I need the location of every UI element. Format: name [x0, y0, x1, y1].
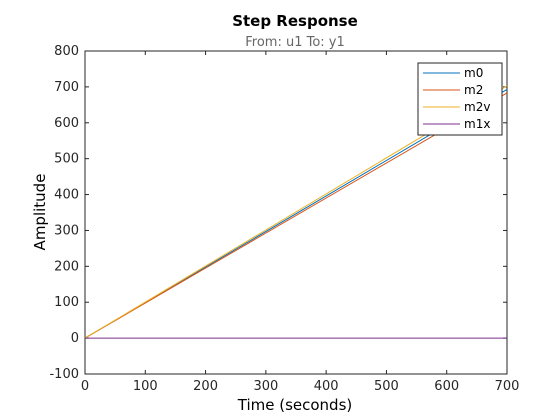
y-tick-label: 0: [71, 331, 79, 346]
x-tick-label: 700: [495, 379, 520, 394]
y-tick-label: 800: [54, 44, 79, 59]
legend-label-m0: m0: [464, 66, 483, 80]
legend-label-m2: m2: [464, 83, 483, 97]
y-tick-label: -100: [49, 367, 79, 382]
y-tick-label: 400: [54, 188, 79, 203]
y-axis-label: Amplitude: [31, 174, 49, 251]
y-tick-label: 500: [54, 152, 79, 167]
y-tick-label: 100: [54, 295, 79, 310]
x-tick-label: 100: [133, 379, 158, 394]
y-tick-label: 600: [54, 116, 79, 131]
x-tick-label: 0: [81, 379, 89, 394]
x-tick-label: 300: [253, 379, 278, 394]
x-tick-label: 500: [374, 379, 399, 394]
x-tick-label: 400: [314, 379, 339, 394]
y-tick-label: 700: [54, 80, 79, 95]
x-tick-label: 200: [193, 379, 218, 394]
y-tick-label: 300: [54, 223, 79, 238]
x-axis-label: Time (seconds): [237, 396, 353, 414]
x-tick-label: 600: [434, 379, 459, 394]
axis-ticks: 0 100 200 300 400 500 600 700-10001002003004005…: [49, 44, 519, 394]
y-tick-label: 200: [54, 259, 79, 274]
legend-label-m1x: m1x: [464, 117, 490, 131]
chart-title: Step Response: [232, 12, 358, 30]
legend: m0 m2 m2v m1x: [417, 62, 503, 136]
legend-box: [417, 62, 503, 136]
legend-label-m2v: m2v: [464, 100, 490, 114]
chart-subtitle: From: u1 To: y1: [245, 35, 345, 50]
